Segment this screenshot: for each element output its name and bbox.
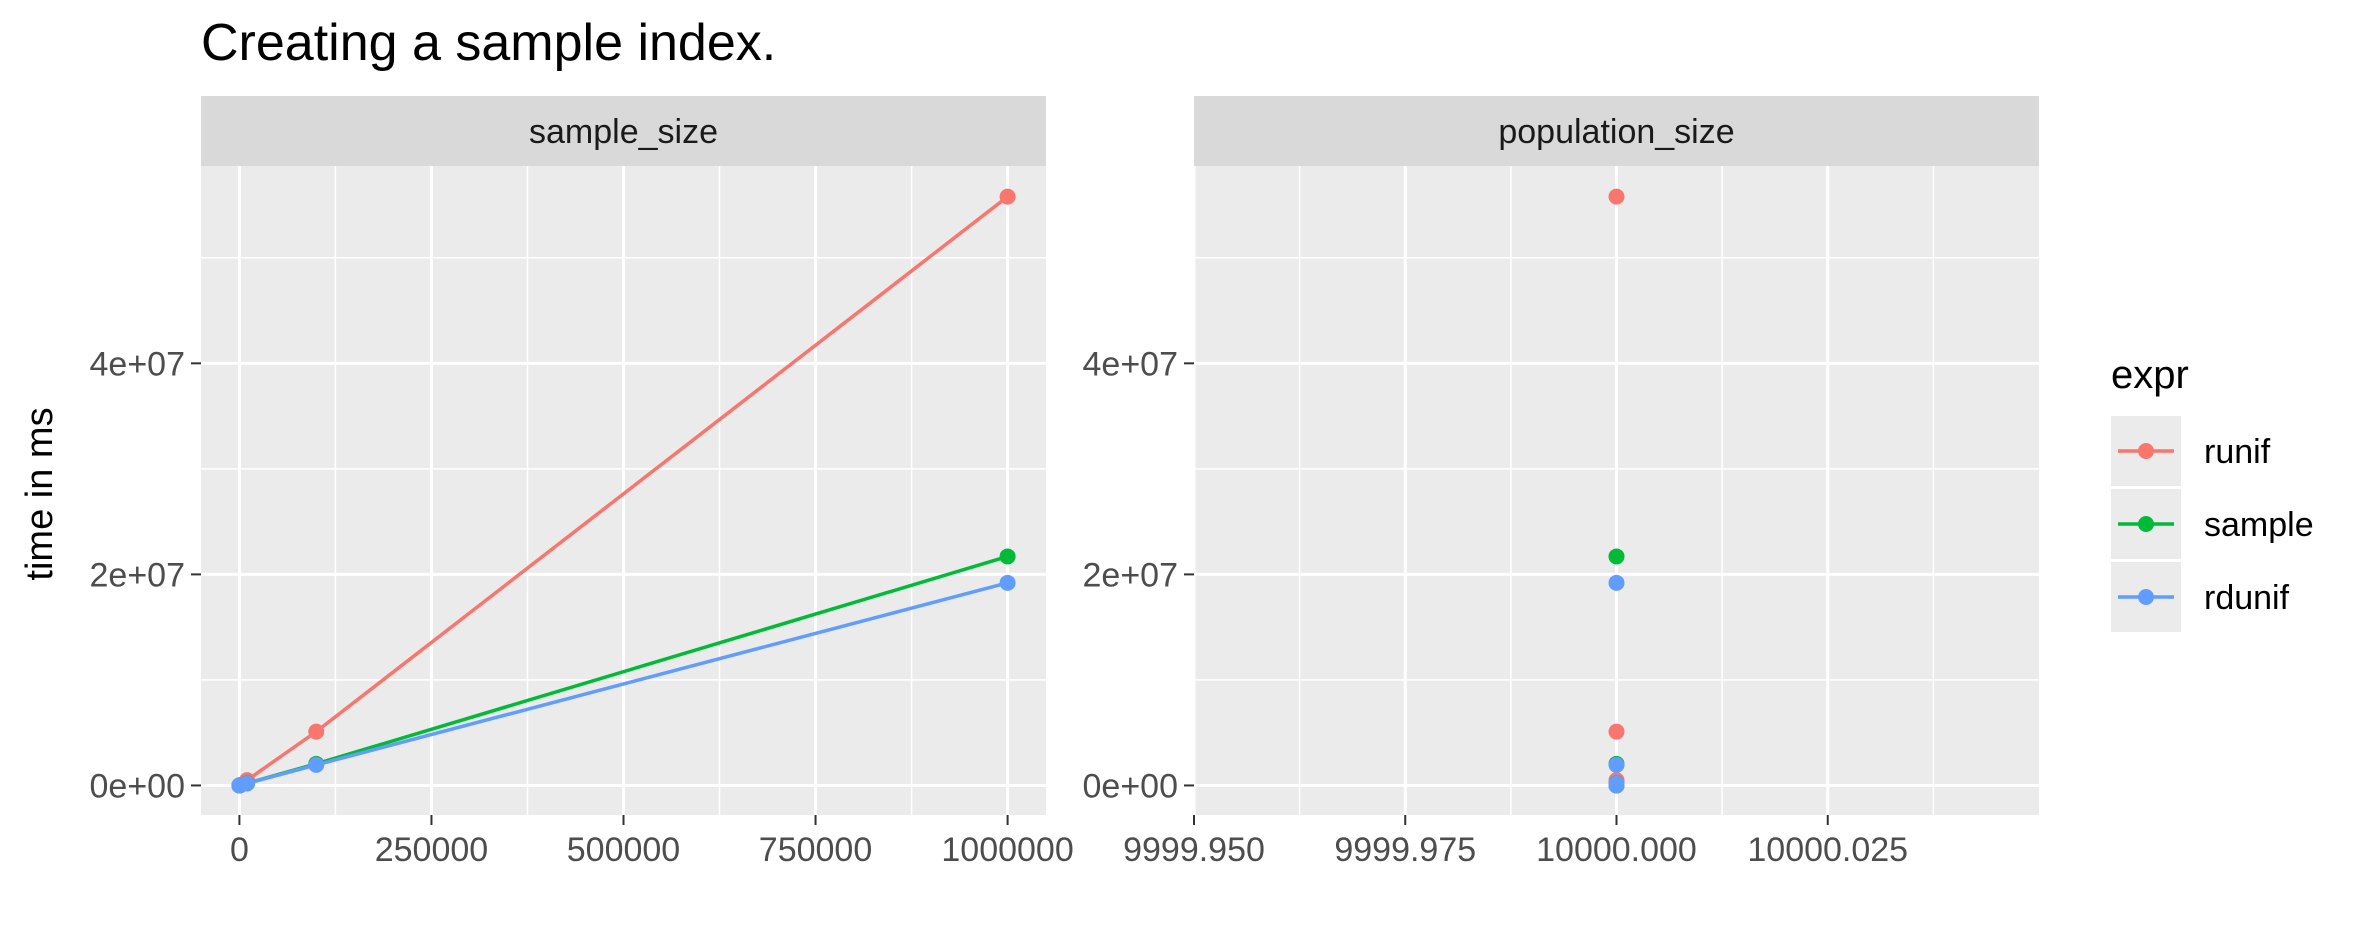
y-tick-label: 4e+07 bbox=[90, 345, 186, 383]
legend-item-sample: sample bbox=[2111, 489, 2314, 559]
data-point-rdunif bbox=[239, 775, 256, 792]
data-point-rdunif bbox=[1608, 756, 1625, 773]
x-tick-label: 250000 bbox=[375, 831, 488, 869]
data-point-rdunif bbox=[1608, 574, 1625, 591]
legend: expr runif sample rdunif bbox=[2111, 353, 2314, 632]
chart-title: Creating a sample index. bbox=[201, 14, 776, 72]
x-tick-label: 10000.025 bbox=[1747, 831, 1908, 869]
legend-key-point bbox=[2138, 516, 2154, 532]
y-tick-label: 4e+07 bbox=[1083, 345, 1179, 383]
facet-panels: sample_size 0 250000 500000 750000 1000000 0e+… bbox=[90, 96, 2039, 869]
facet-strip bbox=[201, 96, 1046, 166]
legend-title: expr bbox=[2111, 353, 2189, 397]
data-point-runif bbox=[1608, 723, 1625, 740]
data-point-sample bbox=[1608, 548, 1625, 565]
legend-label: runif bbox=[2204, 433, 2271, 471]
x-tick-label: 9999.950 bbox=[1123, 831, 1265, 869]
legend-item-rdunif: rdunif bbox=[2111, 562, 2290, 632]
facet-strip bbox=[1194, 96, 2039, 166]
x-tick-label: 1000000 bbox=[941, 831, 1073, 869]
panel-sample_size: sample_size 0 250000 500000 750000 1000000 0e+… bbox=[90, 96, 1074, 869]
x-tick-label: 10000.000 bbox=[1536, 831, 1697, 869]
legend-label: rdunif bbox=[2204, 579, 2290, 617]
data-point-runif bbox=[308, 723, 325, 740]
x-tick-label: 500000 bbox=[567, 831, 680, 869]
data-point-runif bbox=[1608, 188, 1625, 205]
legend-item-runif: runif bbox=[2111, 416, 2271, 486]
series-rdunif bbox=[231, 574, 1016, 794]
data-point-rdunif bbox=[999, 574, 1016, 591]
legend-label: sample bbox=[2204, 506, 2314, 544]
y-tick-label: 2e+07 bbox=[90, 556, 186, 594]
data-point-sample bbox=[999, 548, 1016, 565]
facet-strip-label: sample_size bbox=[529, 113, 718, 151]
y-axis-label: time in ms bbox=[19, 407, 61, 580]
series-rdunif bbox=[1608, 574, 1625, 794]
x-tick-label: 0 bbox=[230, 831, 249, 869]
legend-key-point bbox=[2138, 443, 2154, 459]
legend-key-point bbox=[2138, 589, 2154, 605]
x-tick-label: 9999.975 bbox=[1334, 831, 1476, 869]
y-tick-label: 2e+07 bbox=[1083, 556, 1179, 594]
facet-strip-label: population_size bbox=[1498, 113, 1734, 151]
data-point-rdunif bbox=[308, 756, 325, 773]
y-tick-label: 0e+00 bbox=[1083, 767, 1179, 805]
panel-population_size: population_size 9999.950 9999.975 10000.000… bbox=[1083, 96, 2039, 869]
y-tick-label: 0e+00 bbox=[90, 767, 186, 805]
data-point-runif bbox=[999, 188, 1016, 205]
x-tick-label: 750000 bbox=[759, 831, 872, 869]
data-point-rdunif bbox=[1608, 775, 1625, 792]
